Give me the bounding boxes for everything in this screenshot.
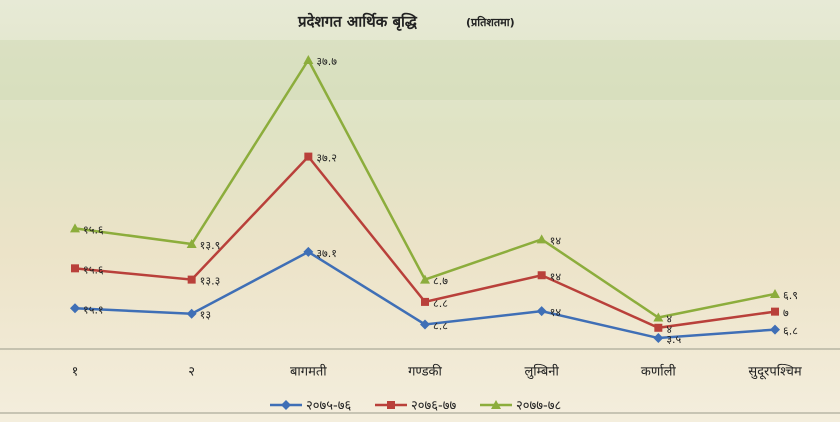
- chart-subtitle: (प्रतिशतमा): [466, 15, 515, 29]
- data-label: १४: [550, 234, 562, 247]
- marker: [421, 297, 429, 306]
- marker: [186, 238, 197, 248]
- marker: [303, 55, 314, 64]
- marker: [70, 303, 80, 314]
- data-label: १४: [550, 306, 562, 319]
- marker: [303, 246, 314, 257]
- data-label: ४: [666, 313, 672, 326]
- data-label: ३७.२: [316, 152, 337, 165]
- data-label: ६.९: [783, 289, 798, 302]
- x-tick-label: २: [188, 365, 195, 380]
- marker: [491, 400, 501, 409]
- data-label: ४: [666, 323, 672, 336]
- marker: [70, 223, 80, 233]
- marker: [536, 234, 547, 244]
- marker: [653, 312, 664, 322]
- legend-label: २०७७-७८: [516, 399, 561, 414]
- marker: [420, 274, 430, 284]
- marker: [770, 288, 780, 298]
- data-label: ८.८: [433, 297, 448, 310]
- marker: [304, 152, 313, 161]
- data-label: ८.८: [433, 319, 448, 332]
- background-band: [0, 40, 840, 100]
- data-label: ६.८: [783, 325, 798, 338]
- x-tick-label: कर्णाली: [641, 364, 677, 380]
- marker: [654, 323, 663, 332]
- marker: [420, 319, 430, 330]
- data-label: १५.१: [83, 303, 104, 316]
- x-tick-label: १: [72, 365, 79, 380]
- x-tick-label: बागमती: [290, 364, 327, 380]
- x-tick-label: सुदूरपश्चिम: [748, 364, 802, 380]
- data-label: १३.३: [200, 275, 221, 288]
- marker: [71, 264, 79, 273]
- marker: [536, 306, 547, 317]
- marker: [771, 307, 779, 316]
- marker: [537, 271, 546, 280]
- data-label: ७: [783, 307, 789, 320]
- marker: [281, 400, 291, 410]
- data-label: ३७.१: [316, 247, 337, 260]
- data-label: १५.६: [83, 223, 104, 236]
- data-label: ३७.७: [316, 55, 337, 68]
- data-label: १३: [200, 309, 211, 322]
- chart-title: प्रदेशगत आर्थिक बृद्धि: [297, 13, 418, 32]
- marker: [187, 275, 196, 284]
- data-label: १५.६: [83, 263, 104, 276]
- marker: [770, 324, 780, 335]
- data-label: ३.५: [666, 333, 681, 346]
- marker: [387, 401, 395, 409]
- x-tick-label: गण्डकी: [408, 364, 442, 380]
- data-label: ८.७: [433, 275, 448, 288]
- data-label: १४: [550, 270, 562, 283]
- legend-label: २०७५-७६: [306, 399, 351, 414]
- marker: [653, 333, 664, 344]
- data-label: १३.९: [200, 239, 221, 252]
- marker: [186, 308, 197, 319]
- legend-label: २०७६-७७: [411, 399, 456, 414]
- x-tick-label: लुम्बिनी: [524, 364, 559, 380]
